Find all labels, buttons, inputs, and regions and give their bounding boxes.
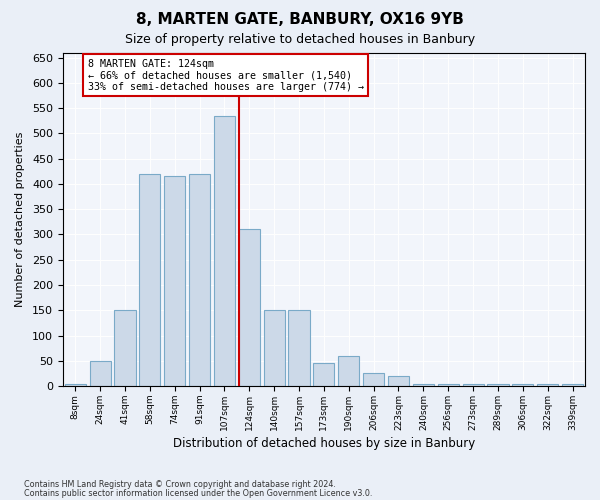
Bar	[562, 384, 583, 386]
Text: 8, MARTEN GATE, BANBURY, OX16 9YB: 8, MARTEN GATE, BANBURY, OX16 9YB	[136, 12, 464, 28]
Bar	[463, 384, 484, 386]
Bar	[363, 374, 384, 386]
Bar	[487, 384, 509, 386]
Bar	[139, 174, 160, 386]
Bar	[115, 310, 136, 386]
Bar	[338, 356, 359, 386]
Text: 8 MARTEN GATE: 124sqm
← 66% of detached houses are smaller (1,540)
33% of semi-d: 8 MARTEN GATE: 124sqm ← 66% of detached …	[88, 58, 364, 92]
Bar	[537, 384, 558, 386]
Bar	[214, 116, 235, 386]
Bar	[313, 364, 334, 386]
Y-axis label: Number of detached properties: Number of detached properties	[15, 132, 25, 307]
Bar	[413, 384, 434, 386]
Bar	[437, 384, 459, 386]
X-axis label: Distribution of detached houses by size in Banbury: Distribution of detached houses by size …	[173, 437, 475, 450]
Bar	[239, 230, 260, 386]
Bar	[512, 384, 533, 386]
Text: Contains HM Land Registry data © Crown copyright and database right 2024.: Contains HM Land Registry data © Crown c…	[24, 480, 336, 489]
Bar	[388, 376, 409, 386]
Bar	[164, 176, 185, 386]
Bar	[89, 361, 110, 386]
Text: Contains public sector information licensed under the Open Government Licence v3: Contains public sector information licen…	[24, 489, 373, 498]
Bar	[263, 310, 285, 386]
Text: Size of property relative to detached houses in Banbury: Size of property relative to detached ho…	[125, 32, 475, 46]
Bar	[65, 384, 86, 386]
Bar	[289, 310, 310, 386]
Bar	[189, 174, 210, 386]
